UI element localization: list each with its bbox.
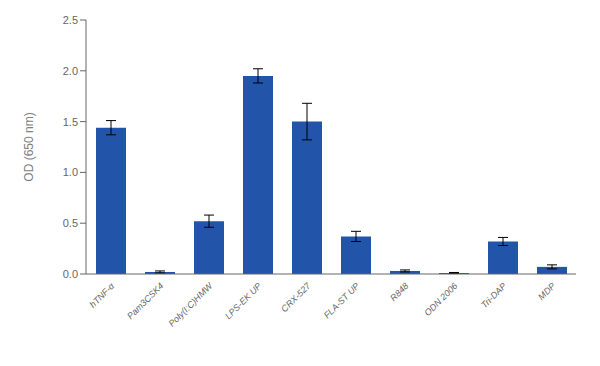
svg-text:Tri-DAP: Tri-DAP	[479, 281, 508, 310]
svg-text:ODN 2006: ODN 2006	[422, 281, 459, 318]
svg-text:0.0: 0.0	[63, 268, 78, 280]
svg-text:LPS-EK UP: LPS-EK UP	[223, 281, 263, 321]
svg-text:2.5: 2.5	[63, 14, 78, 26]
svg-text:OD (650 nm): OD (650 nm)	[22, 112, 36, 181]
svg-text:CRX-527: CRX-527	[279, 280, 313, 314]
svg-text:R848: R848	[388, 281, 410, 303]
svg-text:Poly(I:C)HMW: Poly(I:C)HMW	[167, 280, 216, 329]
svg-text:Pam3CSK4: Pam3CSK4	[125, 281, 165, 321]
svg-text:FLA-ST UP: FLA-ST UP	[322, 281, 362, 321]
svg-text:2.0: 2.0	[63, 65, 78, 77]
svg-text:MDP: MDP	[536, 281, 557, 302]
svg-text:0.5: 0.5	[63, 217, 78, 229]
svg-text:hTNF-α: hTNF-α	[88, 280, 117, 309]
svg-text:1.0: 1.0	[63, 166, 78, 178]
svg-text:1.5: 1.5	[63, 116, 78, 128]
